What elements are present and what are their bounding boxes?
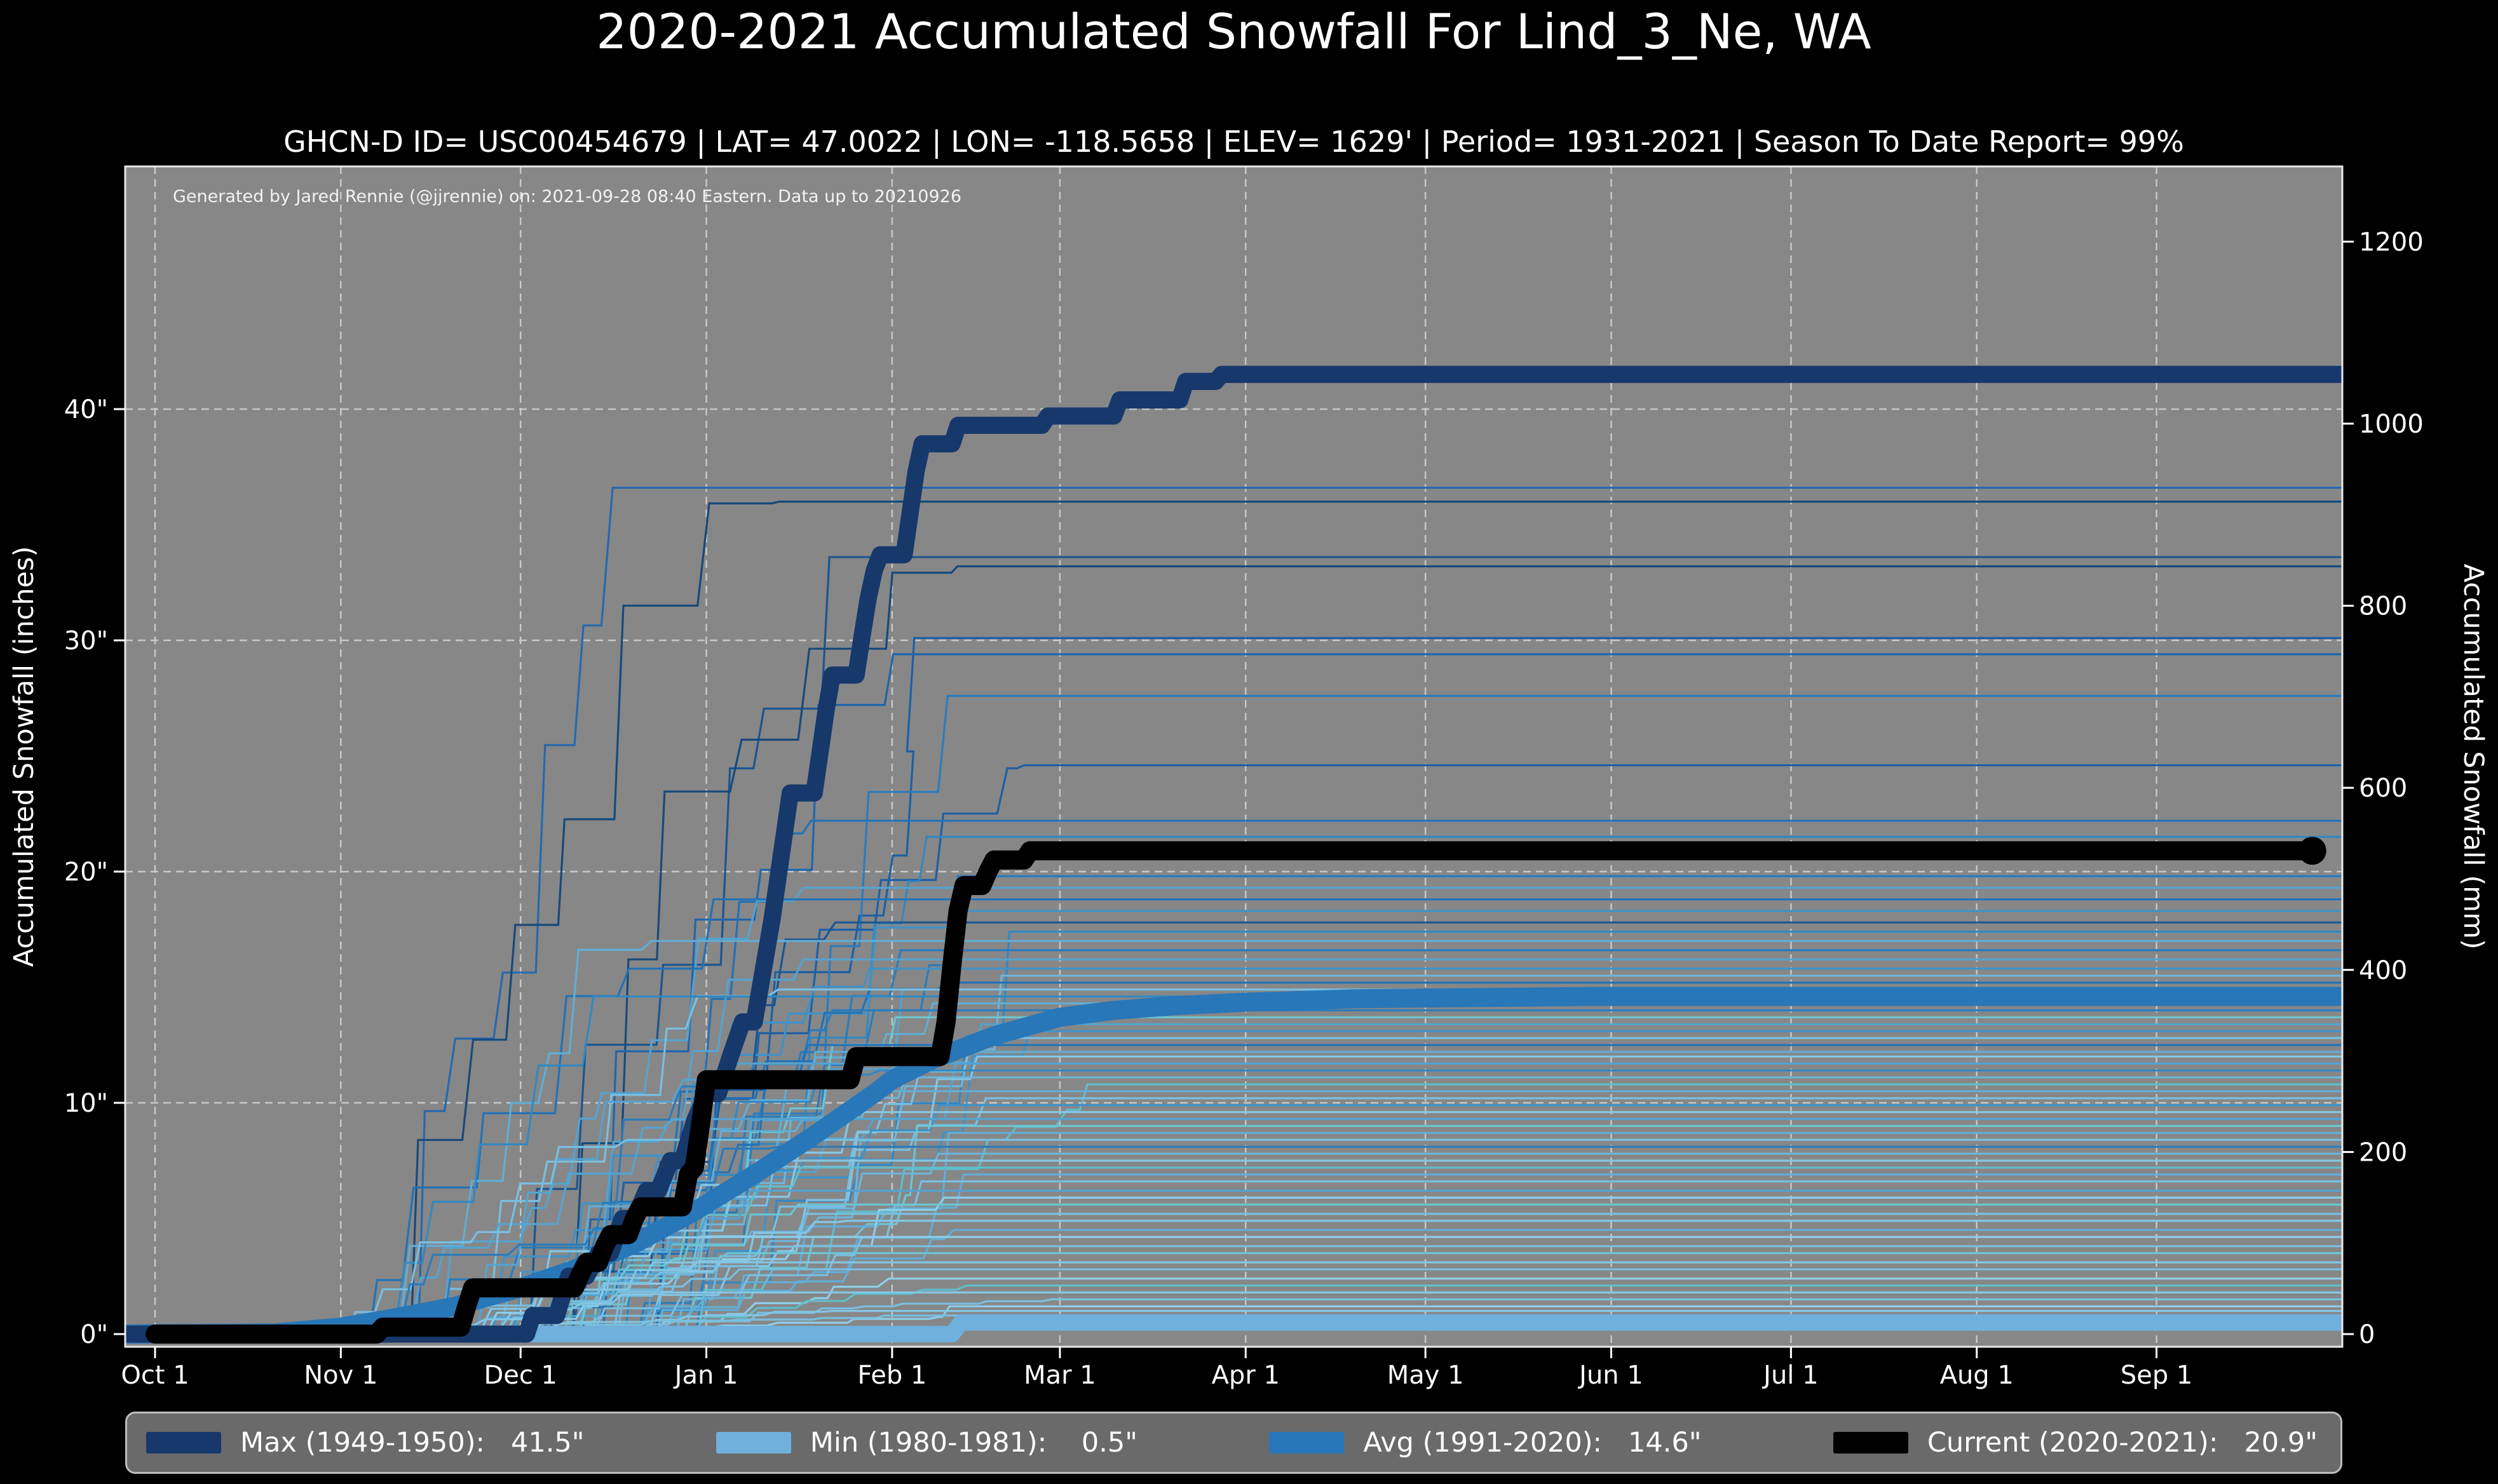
x-tick-label: Feb 1: [857, 1361, 927, 1390]
x-tick-label: Oct 1: [121, 1361, 189, 1390]
history-year-line: [125, 886, 2342, 1335]
legend-item-min: Min (1980-1981): 0.5": [716, 1427, 1137, 1459]
x-tick-label: Jun 1: [1577, 1361, 1643, 1390]
history-year-line: [125, 1145, 2342, 1335]
y-axis-label-left: Accumulated Snowfall (inches): [8, 546, 40, 968]
history-year-line: [125, 1220, 2342, 1335]
legend-item-current: Current (2020-2021): 20.9": [1833, 1427, 2318, 1459]
history-year-line: [125, 501, 2342, 1335]
current-2020-2021--line: [146, 841, 2322, 1344]
x-tick-label: Nov 1: [304, 1361, 377, 1390]
min-1980-1981--line: [125, 1314, 2342, 1342]
plot-area: [125, 166, 2342, 1347]
legend-label-max: Max (1949-1950): 41.5": [240, 1427, 585, 1459]
y-tick-label-inches: 0": [80, 1320, 108, 1349]
x-tick-label: May 1: [1387, 1361, 1464, 1390]
y-tick-label-inches: 30": [64, 626, 108, 656]
chart-title: 2020-2021 Accumulated Snowfall For Lind_…: [596, 3, 1871, 60]
history-year-line: [125, 1229, 2342, 1335]
avg-1991-2020--line: [125, 987, 2342, 1344]
y-tick-label-mm: 800: [2359, 592, 2407, 621]
current-line-swatch: [1833, 1432, 1908, 1454]
history-year-line: [125, 1083, 2342, 1335]
min-line-swatch: [716, 1432, 791, 1454]
history-year-line: [125, 487, 2342, 1335]
y-tick-label-mm: 600: [2359, 774, 2407, 803]
y-axis-label-right: Accumulated Snowfall (mm): [2457, 563, 2489, 949]
y-tick-label-inches: 10": [64, 1089, 108, 1118]
y-tick-label-mm: 1000: [2359, 410, 2424, 439]
avg-line-swatch: [1269, 1432, 1345, 1454]
max-line-swatch: [146, 1432, 221, 1454]
series-group: [125, 365, 2342, 1344]
legend-bar: Max (1949-1950): 41.5" Min (1980-1981): …: [125, 1412, 2342, 1474]
x-tick-label: Apr 1: [1212, 1361, 1280, 1390]
credit-annotation: Generated by Jared Rennie (@jjrennie) on…: [173, 187, 962, 206]
y-tick-label-mm: 1200: [2359, 227, 2424, 257]
x-tick-label: Jan 1: [673, 1361, 738, 1390]
legend-label-min: Min (1980-1981): 0.5": [810, 1427, 1138, 1459]
gridline-group: [125, 166, 2342, 1347]
x-tick-label: Mar 1: [1024, 1361, 1096, 1390]
legend-label-avg: Avg (1991-2020): 14.6": [1363, 1427, 1702, 1459]
history-year-line: [125, 565, 2342, 1335]
x-tick-label: Jul 1: [1761, 1361, 1818, 1390]
history-year-line: [125, 940, 2342, 1335]
y-tick-label-mm: 400: [2359, 956, 2407, 985]
plot-border: [124, 165, 2344, 1348]
x-tick-label: Aug 1: [1940, 1361, 2014, 1390]
y-tick-label-mm: 0: [2359, 1320, 2375, 1349]
chart-subtitle: GHCN-D ID= USC00454679 | LAT= 47.0022 | …: [283, 125, 2184, 159]
legend-item-avg: Avg (1991-2020): 14.6": [1269, 1427, 1702, 1459]
plot-background-group: [125, 166, 2342, 1347]
x-tick-label: Sep 1: [2121, 1361, 2193, 1390]
y-tick-label-inches: 20": [64, 858, 108, 887]
y-tick-label-mm: 200: [2359, 1138, 2407, 1167]
current-end-dot: [2298, 837, 2326, 865]
legend-label-current: Current (2020-2021): 20.9": [1927, 1427, 2318, 1459]
x-tick-label: Dec 1: [484, 1361, 557, 1390]
legend-item-max: Max (1949-1950): 41.5": [146, 1427, 585, 1459]
y-tick-label-inches: 40": [64, 395, 108, 424]
history-year-line: [125, 1009, 2342, 1335]
axes-group: Oct 1 Nov 1 Dec 1 Jan 1 Feb 1 Mar 1 Apr 1 May 1…: [64, 165, 2424, 1390]
